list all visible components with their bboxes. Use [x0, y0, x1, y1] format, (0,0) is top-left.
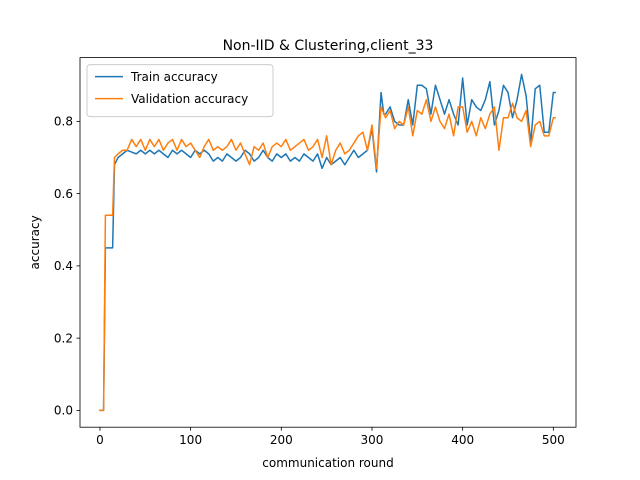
y-axis-label: accuracy: [28, 215, 42, 269]
series-line-validation: [99, 98, 556, 412]
y-tick-label: 0.6: [54, 187, 73, 201]
y-tick-label: 0.0: [54, 404, 73, 418]
chart-title: Non-IID & Clustering,client_33: [223, 38, 434, 54]
x-tick-label: 100: [179, 433, 202, 447]
x-axis-label: communication round: [262, 456, 393, 470]
series-layer: [99, 73, 556, 412]
y-tick-label: 0.8: [54, 115, 73, 129]
x-tick-label: 400: [451, 433, 474, 447]
y-tick-label: 0.4: [54, 259, 73, 273]
x-tick-label: 500: [542, 433, 565, 447]
y-tick-label: 0.2: [54, 331, 73, 345]
legend-label: Train accuracy: [130, 70, 218, 84]
legend-label: Validation accuracy: [131, 92, 248, 106]
plot-frame: [79, 57, 577, 428]
x-axis: 0 100 200 300 400 500: [96, 427, 565, 447]
x-tick-label: 300: [361, 433, 384, 447]
x-tick-label: 200: [270, 433, 293, 447]
y-axis: 0.0 0.2 0.4 0.6 0.8: [54, 115, 80, 418]
legend-box: [86, 64, 274, 118]
x-tick-label: 0: [96, 433, 104, 447]
legend: Train accuracy Validation accuracy: [86, 64, 274, 118]
